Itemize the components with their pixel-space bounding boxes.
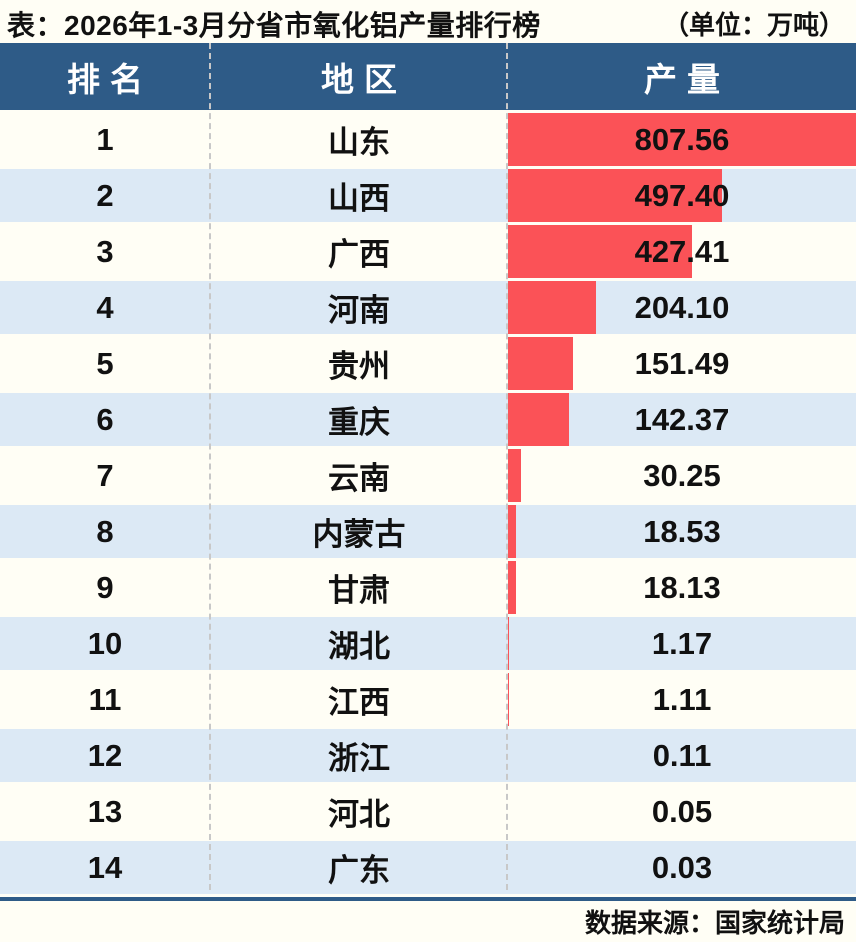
unit-label: （单位：万吨） — [663, 5, 845, 42]
rank-cell: 14 — [0, 841, 210, 894]
rank-cell: 6 — [0, 393, 210, 446]
region-cell: 广东 — [210, 841, 508, 894]
table-row: 4 河南 204.10 — [0, 281, 856, 334]
rank-cell: 9 — [0, 561, 210, 614]
value-cell: 0.05 — [508, 785, 856, 838]
region-cell: 河北 — [210, 785, 508, 838]
table-row: 1 山东 807.56 — [0, 113, 856, 166]
production-bar — [508, 393, 569, 446]
value-cell: 1.17 — [508, 617, 856, 670]
rank-cell: 8 — [0, 505, 210, 558]
production-bar — [508, 449, 521, 502]
header-cell-region: 地区 — [210, 43, 508, 110]
rank-cell: 1 — [0, 113, 210, 166]
data-source-label: 数据来源：国家统计局 — [585, 903, 845, 940]
region-cell: 甘肃 — [210, 561, 508, 614]
value-label: 1.17 — [652, 626, 712, 662]
value-label: 1.11 — [653, 682, 712, 718]
title-bar: 表：2026年1-3月分省市氧化铝产量排行榜 （单位：万吨） — [0, 0, 856, 43]
table-row: 13 河北 0.05 — [0, 785, 856, 838]
value-cell: 18.53 — [508, 505, 856, 558]
value-label: 18.53 — [643, 514, 721, 550]
region-cell: 重庆 — [210, 393, 508, 446]
value-cell: 0.03 — [508, 841, 856, 894]
rank-cell: 5 — [0, 337, 210, 390]
value-cell: 142.37 — [508, 393, 856, 446]
value-label: 151.49 — [635, 346, 730, 382]
production-bar — [508, 505, 516, 558]
rank-cell: 3 — [0, 225, 210, 278]
value-label: 0.03 — [652, 850, 712, 886]
value-label: 497.40 — [635, 178, 730, 214]
page-title: 表：2026年1-3月分省市氧化铝产量排行榜 — [7, 4, 541, 44]
value-cell: 427.41 — [508, 225, 856, 278]
region-cell: 湖北 — [210, 617, 508, 670]
rank-cell: 2 — [0, 169, 210, 222]
value-cell: 497.40 — [508, 169, 856, 222]
value-label: 0.05 — [652, 794, 712, 830]
region-cell: 山西 — [210, 169, 508, 222]
rank-cell: 10 — [0, 617, 210, 670]
value-label: 204.10 — [635, 290, 730, 326]
value-label: 427.41 — [635, 234, 730, 270]
table-row: 3 广西 427.41 — [0, 225, 856, 278]
rank-cell: 12 — [0, 729, 210, 782]
table-header-row: 排名 地区 产量 — [0, 43, 856, 110]
table-row: 8 内蒙古 18.53 — [0, 505, 856, 558]
production-bar — [508, 617, 509, 670]
region-cell: 山东 — [210, 113, 508, 166]
table-row: 14 广东 0.03 — [0, 841, 856, 894]
value-cell: 807.56 — [508, 113, 856, 166]
rank-cell: 7 — [0, 449, 210, 502]
table-body: 1 山东 807.56 2 山西 497.40 3 广西 427.41 4 河南… — [0, 113, 856, 894]
value-cell: 1.11 — [508, 673, 856, 726]
value-cell: 18.13 — [508, 561, 856, 614]
rank-cell: 4 — [0, 281, 210, 334]
footer-bar: 数据来源：国家统计局 — [0, 901, 856, 942]
table-row: 9 甘肃 18.13 — [0, 561, 856, 614]
region-cell: 浙江 — [210, 729, 508, 782]
value-label: 142.37 — [635, 402, 730, 438]
production-bar — [508, 281, 596, 334]
value-cell: 0.11 — [508, 729, 856, 782]
header-cell-value: 产量 — [508, 43, 856, 110]
rank-cell: 11 — [0, 673, 210, 726]
region-cell: 内蒙古 — [210, 505, 508, 558]
value-label: 18.13 — [643, 570, 721, 606]
value-label: 0.11 — [653, 738, 712, 774]
table-row: 6 重庆 142.37 — [0, 393, 856, 446]
table-row: 12 浙江 0.11 — [0, 729, 856, 782]
region-cell: 云南 — [210, 449, 508, 502]
header-cell-rank: 排名 — [0, 43, 210, 110]
table-row: 11 江西 1.11 — [0, 673, 856, 726]
value-cell: 204.10 — [508, 281, 856, 334]
production-bar — [508, 337, 573, 390]
production-table: 排名 地区 产量 1 山东 807.56 2 山西 497.40 3 广西 42… — [0, 43, 856, 894]
region-cell: 贵州 — [210, 337, 508, 390]
region-cell: 广西 — [210, 225, 508, 278]
table-row: 10 湖北 1.17 — [0, 617, 856, 670]
value-label: 807.56 — [635, 122, 730, 158]
value-cell: 30.25 — [508, 449, 856, 502]
value-cell: 151.49 — [508, 337, 856, 390]
value-label: 30.25 — [643, 458, 721, 494]
production-bar — [508, 561, 516, 614]
region-cell: 河南 — [210, 281, 508, 334]
table-row: 5 贵州 151.49 — [0, 337, 856, 390]
region-cell: 江西 — [210, 673, 508, 726]
table-row: 7 云南 30.25 — [0, 449, 856, 502]
table-row: 2 山西 497.40 — [0, 169, 856, 222]
rank-cell: 13 — [0, 785, 210, 838]
